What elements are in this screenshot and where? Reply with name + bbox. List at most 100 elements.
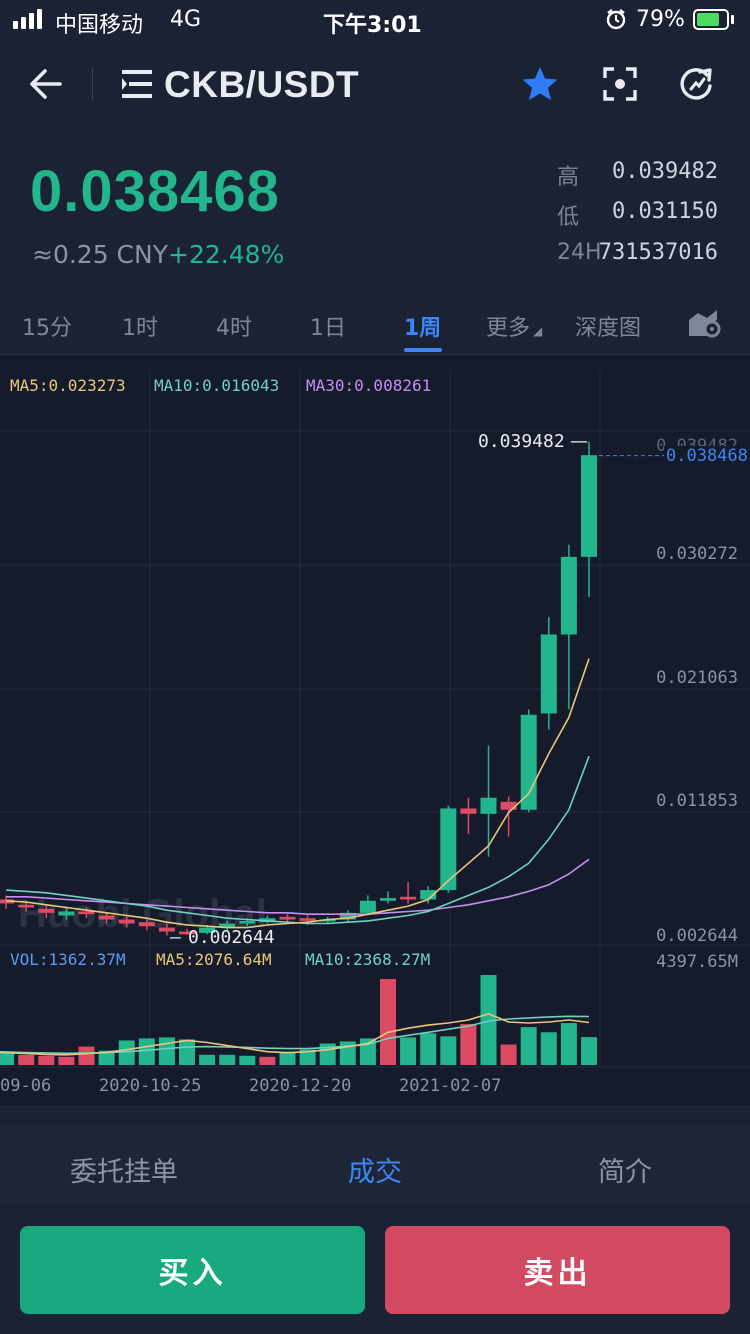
volume-bar-11 <box>138 1038 155 1065</box>
volume-bar-28 <box>480 975 497 1065</box>
candle-body-8 <box>158 927 175 932</box>
volume-bar-26 <box>440 1036 457 1065</box>
star-icon[interactable] <box>520 64 560 104</box>
tab-4h[interactable]: 4时 <box>216 316 252 341</box>
kline-svg[interactable]: Huobi Global <box>0 355 750 1105</box>
volume-bar-27 <box>460 1024 477 1065</box>
volume-bar-31 <box>540 1032 557 1065</box>
candle-body-18 <box>359 900 376 913</box>
candle-body-16 <box>319 919 336 922</box>
low-marker-label: 0.002644 <box>188 927 275 948</box>
buy-button[interactable]: 买入 <box>20 1226 365 1314</box>
y-tick-3: 0.011853 <box>656 791 738 811</box>
volume-bar-16 <box>239 1055 256 1065</box>
volume-bar-18 <box>279 1051 296 1065</box>
volume-bar-25 <box>420 1033 437 1065</box>
high-marker-line: — <box>570 431 588 452</box>
low-marker-line: — <box>170 927 181 948</box>
high-label: 高 <box>557 165 580 190</box>
vol-value: 731537016 <box>598 240 718 265</box>
candle-body-7 <box>138 922 155 927</box>
candle-body-26 <box>520 714 537 810</box>
volume-bar-24 <box>400 1037 417 1065</box>
list-icon[interactable] <box>120 68 156 100</box>
tab-1w[interactable]: 1周 <box>404 316 442 341</box>
ma30-line <box>6 858 590 916</box>
candle-body-6 <box>118 919 135 924</box>
candle-body-24 <box>480 797 497 814</box>
tab-intro[interactable]: 简介 <box>598 1157 652 1188</box>
battery-icon <box>693 9 729 30</box>
status-bar: 中国移动 4G 下午3:01 79% <box>0 0 750 40</box>
battery-percent: 79% <box>636 7 685 32</box>
volume-bar-5 <box>18 1054 35 1065</box>
candle-body-20 <box>400 896 417 900</box>
tab-depth[interactable]: 深度图 <box>575 316 642 341</box>
candle-body-12 <box>239 920 256 924</box>
scan-icon[interactable] <box>602 66 638 102</box>
sell-button[interactable]: 卖出 <box>385 1226 730 1314</box>
refresh-icon[interactable] <box>677 66 715 104</box>
candle-body-10 <box>199 927 216 933</box>
volume-bar-15 <box>219 1054 236 1065</box>
volume-bar-23 <box>380 979 396 1065</box>
ma5-label: MA5:0.023273 <box>10 376 126 395</box>
x-tick-3: 2021-02-07 <box>399 1076 502 1096</box>
back-arrow-icon[interactable] <box>28 66 64 102</box>
x-tick-2: 2020-12-20 <box>249 1076 352 1096</box>
x-tick-1: 2020-10-25 <box>99 1076 202 1096</box>
candle-body-9 <box>179 931 195 935</box>
candle-body-27 <box>540 634 557 714</box>
candle-body-5 <box>98 915 115 920</box>
alarm-icon <box>606 9 626 30</box>
vol-ma10: MA10:2368.27M <box>305 950 431 969</box>
candle-body-1 <box>18 904 35 908</box>
y-tick-4: 0.002644 <box>656 926 738 946</box>
tab-1h[interactable]: 1时 <box>122 316 158 341</box>
high-marker-label: 0.039482 <box>478 431 565 452</box>
volume-bar-29 <box>500 1044 517 1065</box>
ma10-label: MA10:0.016043 <box>154 376 280 395</box>
candle-body-19 <box>380 898 396 901</box>
volume-bar-32 <box>560 1023 577 1065</box>
candle-body-14 <box>279 916 296 920</box>
volume-bar-4 <box>0 1052 15 1065</box>
volume-bar-7 <box>58 1056 75 1065</box>
candle-body-28 <box>560 556 577 635</box>
volume-bar-19 <box>299 1049 316 1065</box>
candle-body-22 <box>440 808 457 891</box>
info-tabs <box>0 1126 750 1206</box>
vol-indicator: VOL:1362.37M <box>10 950 126 969</box>
tab-more-label: 更多 <box>486 316 531 341</box>
volume-bar-17 <box>259 1056 276 1065</box>
kline-chart[interactable] <box>0 355 750 1105</box>
volume-bar-13 <box>179 1039 195 1065</box>
x-tick-0: 09-06 <box>0 1076 52 1096</box>
candle-body-17 <box>339 912 356 920</box>
tab-trades[interactable]: 成交 <box>348 1157 402 1188</box>
tab-more[interactable]: 更多 ◢ <box>486 310 542 342</box>
candle-body-2 <box>38 908 55 913</box>
pair-title[interactable]: CKB/USDT <box>164 64 360 105</box>
candle-body-4 <box>78 911 95 915</box>
network-type: 4G <box>170 7 202 32</box>
volume-bar-10 <box>118 1040 135 1065</box>
candle-body-21 <box>420 890 437 900</box>
candle-body-29 <box>581 455 597 557</box>
vol-ma10-line <box>0 1015 590 1055</box>
low-label: 低 <box>557 205 580 230</box>
clock: 下午3:01 <box>323 13 422 38</box>
volume-bar-8 <box>78 1046 95 1065</box>
caret-down-icon: ◢ <box>533 324 543 338</box>
vol-ma5: MA5:2076.64M <box>156 950 272 969</box>
volume-bar-9 <box>98 1050 115 1065</box>
volume-bar-12 <box>158 1037 175 1065</box>
tab-15m[interactable]: 15分 <box>22 316 72 341</box>
carrier-name: 中国移动 <box>55 13 144 38</box>
vol-ma5-line <box>0 1012 590 1056</box>
chart-settings-icon[interactable] <box>687 306 721 338</box>
tab-1d[interactable]: 1日 <box>310 316 346 341</box>
tab-orders[interactable]: 委托挂单 <box>70 1157 178 1188</box>
candle-body-11 <box>219 923 236 928</box>
volume-bar-6 <box>38 1055 55 1065</box>
